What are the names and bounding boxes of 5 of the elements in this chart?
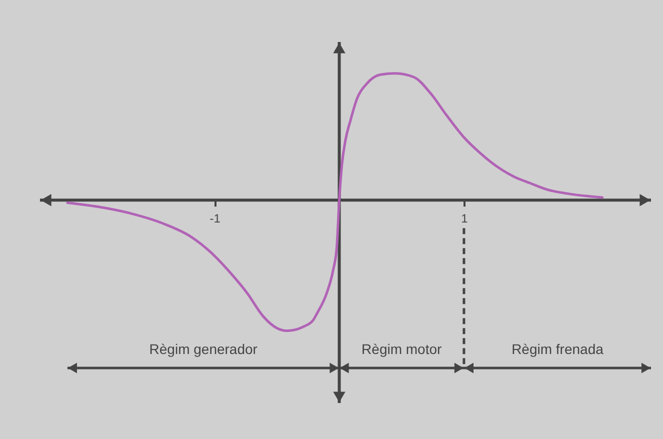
- text: Règim generador: [149, 341, 258, 357]
- text: Règim frenada: [512, 341, 604, 357]
- text: Règim motor: [362, 341, 442, 357]
- x-tick-label: -1: [210, 212, 221, 226]
- x-tick-label: 1: [461, 212, 468, 226]
